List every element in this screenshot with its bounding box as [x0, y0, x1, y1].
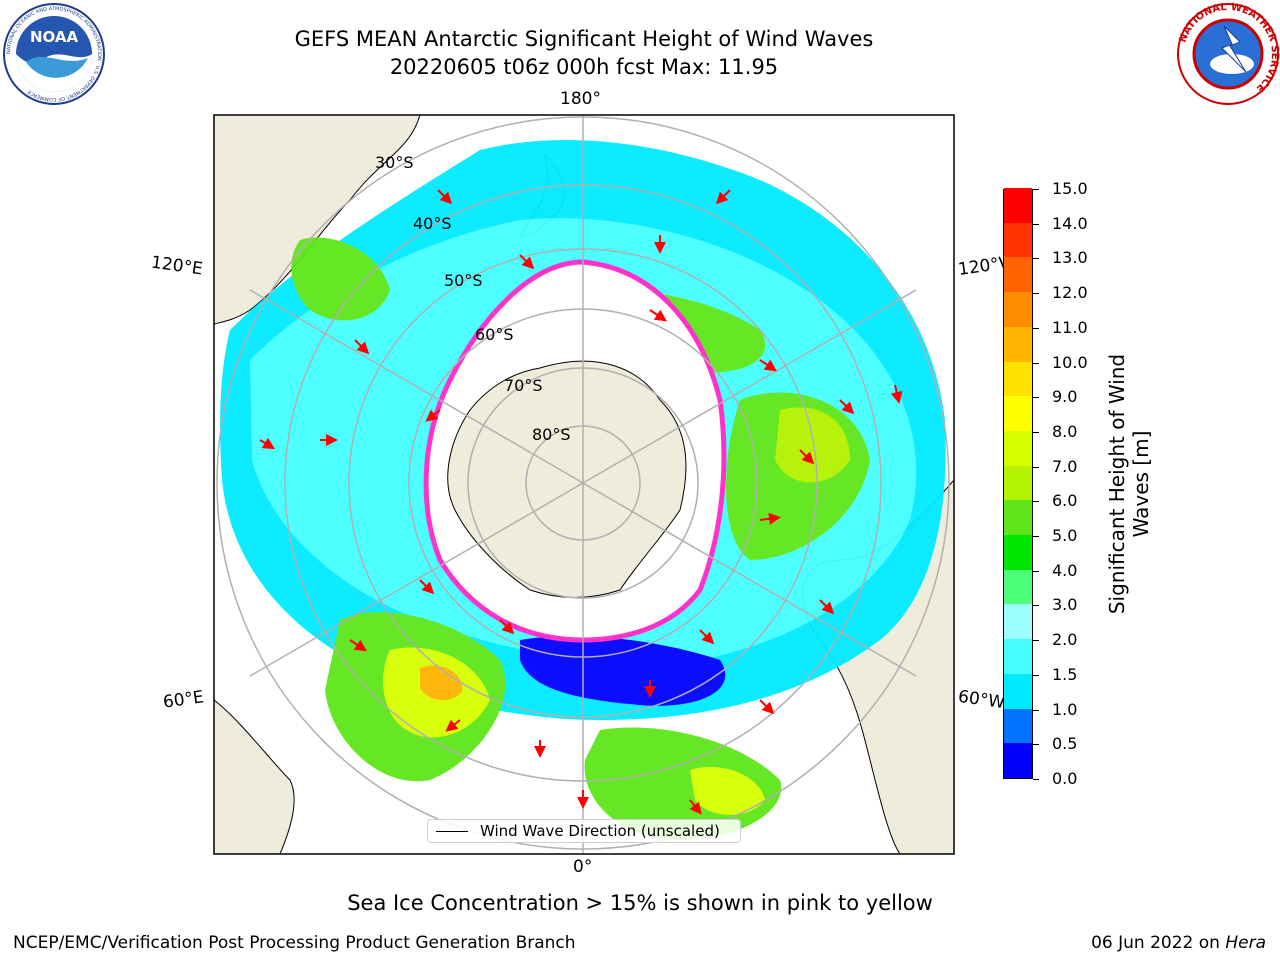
colorbar-title-line1: Significant Height of Wind [1105, 353, 1129, 615]
colorbar-tick-label: 11.0 [1052, 317, 1088, 337]
lat-label-40s: 40°S [413, 214, 452, 233]
colorbar-segment [1004, 291, 1032, 327]
colorbar-tick-label: 2.0 [1052, 630, 1078, 650]
colorbar-tick-label: 4.0 [1052, 560, 1078, 580]
colorbar-tick [1033, 466, 1039, 468]
footer-date: 06 Jun 2022 on [1091, 933, 1226, 953]
svg-text:NOAA: NOAA [30, 28, 79, 46]
colorbar-tick [1033, 293, 1039, 295]
colorbar-tick [1033, 223, 1039, 225]
colorbar-segment [1004, 361, 1032, 397]
map-legend: Wind Wave Direction (unscaled) [427, 819, 741, 843]
colorbar-segment [1004, 430, 1032, 466]
colorbar-tick [1033, 709, 1039, 711]
colorbar-tick [1033, 536, 1039, 538]
colorbar-tick-label: 13.0 [1052, 248, 1088, 268]
colorbar-tick [1033, 674, 1039, 676]
colorbar-segment [1004, 395, 1032, 431]
colorbar-tick [1033, 397, 1039, 399]
land-antarctica [447, 360, 687, 598]
colorbar-segment [1004, 187, 1032, 223]
colorbar-tick-label: 0.0 [1052, 769, 1078, 788]
colorbar-tick [1033, 744, 1039, 746]
colorbar-tick [1033, 501, 1039, 503]
colorbar-tick-label: 1.0 [1052, 699, 1078, 719]
chart-title: GEFS MEAN Antarctic Significant Height o… [294, 27, 874, 51]
colorbar-tick [1033, 431, 1039, 433]
colorbar-tick [1033, 258, 1039, 260]
lat-label-80s: 80°S [532, 425, 571, 444]
land-africa [214, 699, 295, 854]
colorbar-segment [1004, 256, 1032, 293]
lat-label-60s: 60°S [475, 325, 514, 344]
colorbar-tick [1033, 779, 1039, 780]
colorbar [1003, 187, 1033, 779]
colorbar-tick-label: 14.0 [1052, 213, 1088, 233]
colorbar-tick [1033, 189, 1039, 190]
colorbar-segment [1004, 465, 1032, 501]
colorbar-tick-label: 3.0 [1052, 595, 1078, 615]
colorbar-tick-label: 10.0 [1052, 352, 1088, 372]
legend-label: Wind Wave Direction (unscaled) [480, 822, 720, 840]
noaa-logo-icon: NOAA NATIONAL OCEANIC AND ATMOSPHERIC AD… [3, 3, 105, 105]
colorbar-tick-label: 5.0 [1052, 526, 1078, 546]
lat-label-70s: 70°S [504, 376, 543, 395]
colorbar-tick [1033, 640, 1039, 642]
colorbar-segment [1004, 742, 1032, 778]
colorbar-segment [1004, 326, 1032, 362]
colorbar-tick-label: 8.0 [1052, 421, 1078, 441]
colorbar-tick [1033, 327, 1039, 329]
colorbar-tick [1033, 605, 1039, 607]
lon-label-top: 180° [560, 89, 601, 109]
colorbar-segment [1004, 603, 1032, 640]
colorbar-tick-label: 7.0 [1052, 456, 1078, 476]
footer-host: Hera [1225, 933, 1266, 953]
colorbar-tick-label: 0.5 [1052, 734, 1078, 754]
colorbar-tick [1033, 362, 1039, 364]
lat-label-50s: 50°S [444, 271, 483, 290]
colorbar-title-line2: Waves [m] [1129, 430, 1153, 538]
colorbar-segment [1004, 569, 1032, 605]
footer-left: NCEP/EMC/Verification Post Processing Pr… [13, 933, 576, 953]
colorbar-segment [1004, 499, 1032, 536]
colorbar-tick-label: 12.0 [1052, 283, 1088, 303]
colorbar-segment [1004, 222, 1032, 258]
nws-logo-icon: NATIONAL WEATHER SERVICE [1177, 2, 1280, 105]
legend-line-icon [436, 830, 468, 832]
colorbar-tick [1033, 570, 1039, 572]
colorbar-segment [1004, 673, 1032, 709]
chart-subtitle: 20220605 t06z 000h fcst Max: 11.95 [389, 55, 779, 79]
colorbar-tick-label: 9.0 [1052, 387, 1078, 407]
colorbar-segment [1004, 534, 1032, 570]
colorbar-segment [1004, 708, 1032, 744]
sea-ice-note: Sea Ice Concentration > 15% is shown in … [347, 891, 933, 915]
colorbar-tick-label: 15.0 [1052, 179, 1088, 198]
lon-label-bottom: 0° [573, 857, 593, 877]
footer-right: 06 Jun 2022 on Hera [1091, 933, 1266, 953]
colorbar-tick-label: 1.5 [1052, 664, 1078, 684]
colorbar-tick-label: 6.0 [1052, 491, 1078, 511]
colorbar-segment [1004, 638, 1032, 674]
lat-label-30s: 30°S [375, 153, 414, 172]
